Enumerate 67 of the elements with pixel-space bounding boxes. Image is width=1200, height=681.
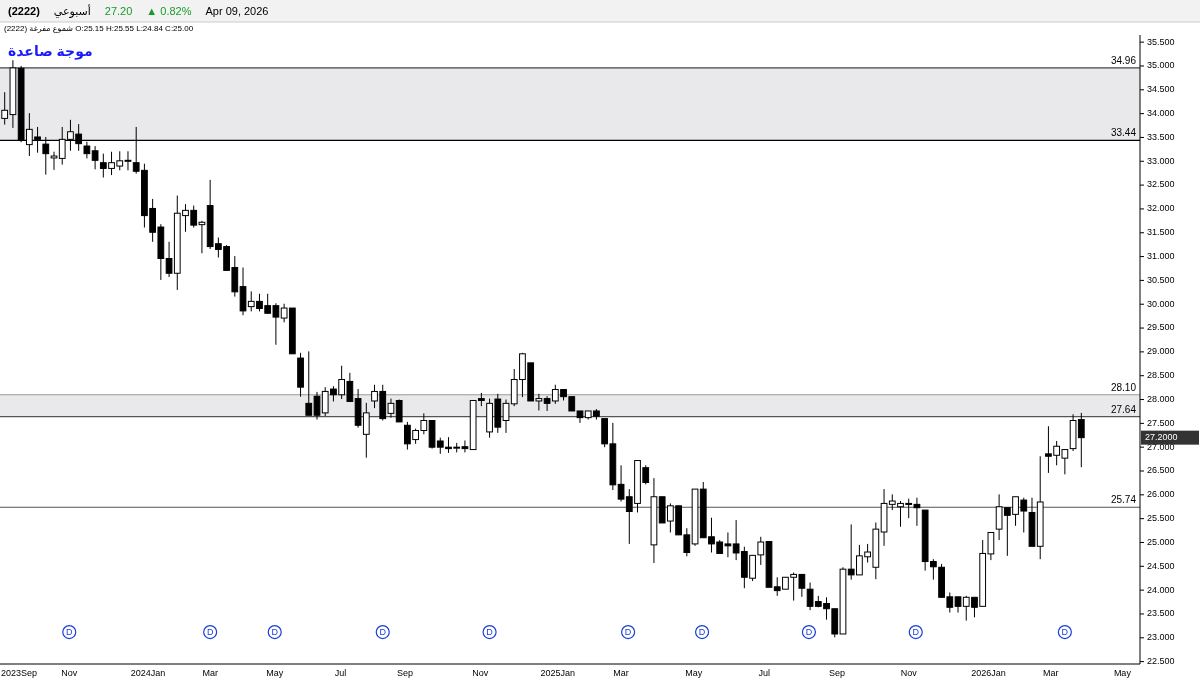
- text: 27.2000: [1145, 432, 1178, 443]
- ref-line-label: 28.10: [1110, 381, 1137, 393]
- annotation: D: [912, 626, 920, 637]
- x-tick-label: Mar: [1043, 668, 1059, 678]
- y-tick-label: 22.500: [1147, 655, 1175, 666]
- y-tick-label: 23.500: [1147, 608, 1175, 619]
- y-tick-label: 27.500: [1147, 417, 1175, 428]
- y-tick-label: 30.500: [1147, 274, 1175, 285]
- text: 27.20: [104, 5, 133, 17]
- x-tick-label: 2026Jan: [971, 668, 1006, 678]
- y-tick-label: 32.500: [1147, 179, 1175, 190]
- x-tick-label: Jul: [758, 668, 771, 678]
- y-tick-label: 34.500: [1147, 84, 1175, 95]
- annotation: D: [271, 626, 279, 637]
- annotation: موجة صاعدة: [8, 42, 93, 60]
- annotation: D: [486, 626, 494, 637]
- annotation: D: [698, 626, 706, 637]
- y-tick-label: 23.000: [1147, 632, 1175, 643]
- annotation: D: [66, 626, 74, 637]
- chart-subtitle: أسبوعي: [53, 4, 91, 18]
- y-tick-label: 26.500: [1147, 465, 1175, 476]
- y-tick-label: 27.000: [1147, 441, 1175, 452]
- chart-title: (2222): [8, 5, 41, 17]
- x-tick-label: Sep: [397, 668, 414, 678]
- x-tick-label: May: [1113, 668, 1132, 678]
- text: شموع مفرغة (2222) O:25.15 H:25.55 L:24.84 C:25.00: [4, 24, 194, 33]
- x-tick-label: Nov: [900, 668, 918, 678]
- y-tick-label: 24.000: [1147, 584, 1175, 595]
- y-tick-label: 25.000: [1147, 536, 1175, 547]
- y-tick-label: 28.000: [1147, 393, 1175, 404]
- annotation: D: [1061, 626, 1069, 637]
- y-tick-label: 31.500: [1147, 227, 1175, 238]
- y-tick-label: 33.000: [1147, 155, 1175, 166]
- x-tick-label: Nov: [472, 668, 489, 678]
- y-tick-label: 30.000: [1147, 298, 1175, 309]
- x-tick-label: May: [266, 668, 284, 678]
- annotation: D: [805, 626, 813, 637]
- text: ▲ 0.82%: [146, 5, 192, 17]
- x-tick-label: Mar: [613, 668, 629, 678]
- annotation: D: [624, 626, 632, 637]
- y-tick-label: 35.500: [1147, 36, 1175, 47]
- annotation: D: [206, 626, 214, 637]
- ref-line-label: 33.44: [1110, 127, 1137, 139]
- ref-line-label: 25.74: [1110, 494, 1137, 506]
- y-tick-label: 35.000: [1147, 60, 1175, 71]
- ref-line-label: 34.96: [1110, 54, 1137, 66]
- x-tick-label: 2024Jan: [130, 668, 166, 678]
- x-tick-label: Nov: [61, 668, 78, 678]
- y-tick-label: 32.000: [1147, 203, 1175, 214]
- y-tick-label: 29.500: [1147, 322, 1175, 333]
- y-tick-label: 33.500: [1147, 131, 1175, 142]
- y-tick-label: 29.000: [1147, 346, 1175, 357]
- y-tick-label: 28.500: [1147, 370, 1175, 381]
- text: Apr 09, 2026: [205, 5, 269, 17]
- y-tick-label: 25.500: [1147, 513, 1175, 524]
- y-tick-label: 34.000: [1147, 108, 1175, 118]
- annotation: D: [379, 626, 387, 637]
- x-tick-label: 2025Jan: [540, 668, 575, 678]
- ref-line-label: 27.64: [1110, 403, 1137, 415]
- x-tick-label: 2023Sep: [1, 668, 38, 678]
- x-tick-label: Mar: [202, 668, 218, 678]
- x-tick-label: Sep: [829, 668, 846, 678]
- y-tick-label: 24.500: [1147, 560, 1175, 571]
- x-tick-label: Jul: [334, 668, 347, 678]
- y-tick-label: 26.000: [1147, 489, 1175, 500]
- x-tick-label: May: [685, 668, 703, 678]
- y-tick-label: 31.000: [1147, 250, 1175, 261]
